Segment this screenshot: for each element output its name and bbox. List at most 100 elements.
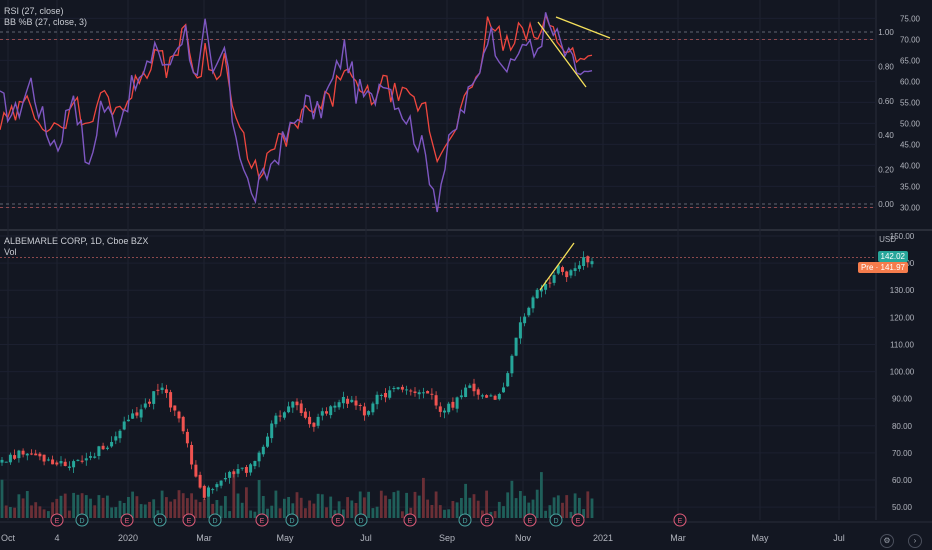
candle-body [30,453,33,455]
candle-body [67,466,71,468]
volume-bar [84,495,88,518]
time-tick-label: Oct [1,533,16,543]
volume-bar [165,497,168,518]
volume-bar [426,499,429,518]
candle-body [236,469,240,474]
candle-body [198,474,202,488]
candle-body [438,406,442,412]
volume-bar [198,502,202,518]
candle-body [510,355,514,374]
volume-bar [257,480,261,518]
volume-bar [510,480,514,518]
scroll-right-button[interactable]: › [908,534,922,548]
volume-bar [523,495,526,518]
candle-body [261,446,265,455]
candle-body [282,412,286,418]
time-tick-label: Mar [196,533,212,543]
candle-body [544,284,548,290]
volume-bar [202,499,206,518]
candle-body [561,267,564,272]
volume-bar [548,505,552,518]
time-tick-label: May [276,533,294,543]
candle-body [114,436,118,441]
gear-icon[interactable]: ⚙ [880,534,894,548]
volume-bar [139,504,143,518]
candle-body [215,484,219,488]
candle-body [443,410,446,413]
bb-tick-label: 0.80 [878,62,894,71]
volume-bar [47,511,50,518]
bb-series-line [0,12,593,181]
volume-bar [329,496,333,518]
volume-bar [514,498,518,518]
time-tick-label: Jul [833,533,845,543]
volume-bar [405,492,408,518]
rsi-tick-label: 65.00 [900,56,921,65]
volume-bar [350,500,354,518]
volume-bar [30,505,33,518]
candle-body [194,464,198,477]
candle-body [249,464,253,473]
candle-body [38,453,42,457]
rsi-label: RSI (27, close) [4,6,64,16]
marker-label: E [125,518,130,525]
volume-bar [131,491,134,518]
candle-body [451,401,455,408]
marker-label: E [408,518,413,525]
price-tick-label: 120.00 [890,313,915,322]
volume-bar [122,503,126,518]
candle-body [93,456,97,458]
candle-body [413,391,417,393]
volume-bar [17,494,21,518]
volume-bar [72,492,75,518]
bb-tick-label: 0.40 [878,131,894,140]
candle-body [539,288,543,292]
volume-bar [232,472,236,518]
volume-bar [384,495,387,518]
currency-label: USD [879,235,896,244]
volume-bar [59,495,63,518]
time-tick-label: 2021 [593,533,613,543]
bb-label: BB %B (27, close, 3) [4,17,88,27]
candle-body [329,406,333,416]
volume-bar [312,503,316,518]
rsi-tick-label: 30.00 [900,203,921,212]
candle-body [8,454,12,463]
candle-body [55,462,59,465]
candle-body [417,392,421,395]
volume-bar [342,509,345,518]
volume-bar [422,477,425,518]
volume-bar [379,490,383,518]
volume-bar [346,497,349,518]
candle-body [392,388,396,389]
volume-bar [13,507,16,518]
volume-bar [253,511,257,518]
volume-bar [63,493,67,518]
volume-bar [413,491,417,518]
volume-bar [573,493,577,518]
candle-body [586,256,590,263]
volume-bar [283,498,286,518]
volume-bar [42,509,46,518]
candle-body [354,400,358,406]
candle-body [371,403,375,413]
volume-bar [291,503,295,518]
candle-body [459,395,463,398]
price-tick-label: 130.00 [890,286,915,295]
candle-body [582,257,586,266]
candle-body [72,461,76,468]
candle-body [379,395,383,396]
marker-label: D [358,518,363,525]
volume-bar [561,502,564,518]
candle-body [202,485,206,498]
price-tick-label: 100.00 [890,368,915,377]
volume-bar [565,495,569,518]
candle-body [325,411,328,414]
dividend-marker [208,513,222,527]
time-tick-label: 4 [54,533,59,543]
candle-body [122,421,126,430]
bb-tick-label: 0.00 [878,200,894,209]
candle-body [464,387,468,397]
candle-body [105,447,109,449]
